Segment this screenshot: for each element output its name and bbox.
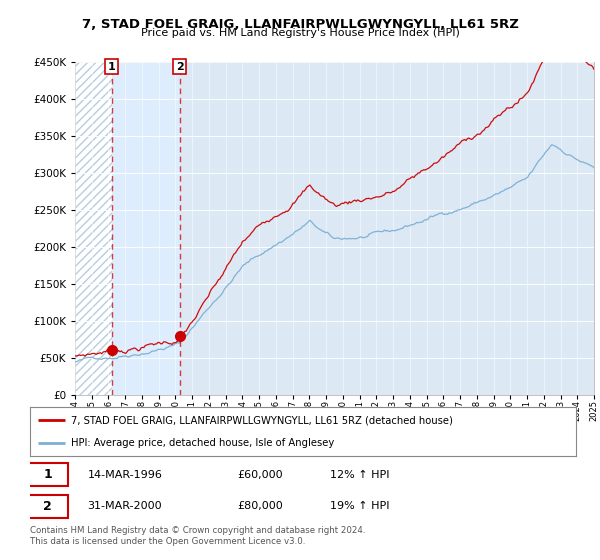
Text: 12% ↑ HPI: 12% ↑ HPI (331, 470, 390, 480)
Text: 31-MAR-2000: 31-MAR-2000 (88, 501, 162, 511)
Text: 1: 1 (108, 62, 116, 72)
Text: 7, STAD FOEL GRAIG, LLANFAIRPWLLGWYNGYLL, LL61 5RZ: 7, STAD FOEL GRAIG, LLANFAIRPWLLGWYNGYLL… (82, 18, 518, 31)
Text: HPI: Average price, detached house, Isle of Anglesey: HPI: Average price, detached house, Isle… (71, 438, 334, 448)
Text: Contains HM Land Registry data © Crown copyright and database right 2024.
This d: Contains HM Land Registry data © Crown c… (30, 526, 365, 546)
Text: 1: 1 (43, 468, 52, 482)
Text: 2: 2 (43, 500, 52, 513)
Text: Price paid vs. HM Land Registry's House Price Index (HPI): Price paid vs. HM Land Registry's House … (140, 28, 460, 38)
Text: 14-MAR-1996: 14-MAR-1996 (88, 470, 162, 480)
FancyBboxPatch shape (27, 494, 68, 518)
Bar (75, 62, 112, 395)
Text: £60,000: £60,000 (238, 470, 283, 480)
Text: 19% ↑ HPI: 19% ↑ HPI (331, 501, 390, 511)
Text: £80,000: £80,000 (238, 501, 283, 511)
Text: 2: 2 (176, 62, 184, 72)
Text: 7, STAD FOEL GRAIG, LLANFAIRPWLLGWYNGYLL, LL61 5RZ (detached house): 7, STAD FOEL GRAIG, LLANFAIRPWLLGWYNGYLL… (71, 416, 453, 426)
FancyBboxPatch shape (27, 463, 68, 487)
Bar (112, 62, 179, 395)
